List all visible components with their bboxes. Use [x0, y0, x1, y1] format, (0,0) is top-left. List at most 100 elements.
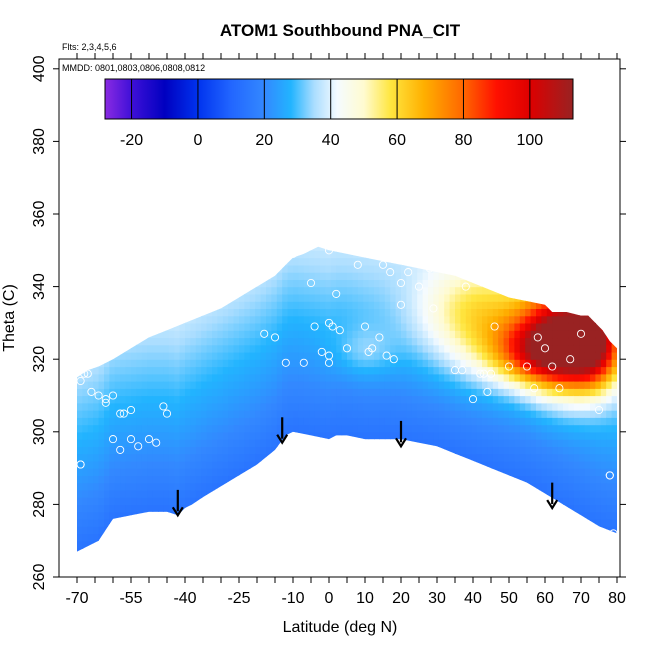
heatmap-cell	[287, 431, 294, 440]
heatmap-cell	[417, 264, 424, 273]
heatmap-cell	[109, 548, 116, 552]
heatmap-cell	[541, 424, 548, 433]
heatmap-cell	[379, 381, 386, 389]
heatmap-cell	[163, 548, 170, 552]
heatmap-cell	[266, 322, 272, 331]
heatmap-cell	[606, 504, 613, 513]
heatmap-cell	[287, 475, 294, 484]
heatmap-cell	[271, 424, 278, 433]
heatmap-cell	[374, 257, 380, 266]
heatmap-cell	[406, 526, 413, 535]
heatmap-cell	[422, 518, 429, 527]
heatmap-cell	[109, 373, 116, 382]
heatmap-cell	[309, 453, 316, 462]
heatmap-cell	[433, 526, 440, 535]
heatmap-cell	[87, 264, 94, 273]
heatmap-cell	[239, 293, 245, 302]
heatmap-cell	[498, 518, 505, 527]
heatmap-cell	[368, 518, 375, 527]
heatmap-cell	[330, 272, 337, 280]
heatmap-cell	[93, 315, 100, 324]
heatmap-cell	[276, 482, 283, 491]
heatmap-cell	[244, 526, 251, 535]
heatmap-cell	[433, 279, 440, 288]
heatmap-cell	[600, 337, 607, 346]
heatmap-cell	[303, 424, 310, 433]
heatmap-cell	[341, 511, 348, 520]
heatmap-cell	[185, 417, 191, 426]
heatmap-cell	[222, 475, 229, 484]
heatmap-cell	[244, 344, 251, 353]
heatmap-cell	[330, 489, 337, 498]
heatmap-cell	[422, 475, 429, 484]
heatmap-cell	[131, 388, 137, 397]
heatmap-cell	[384, 526, 391, 535]
heatmap-cell	[244, 286, 251, 295]
heatmap-cell	[492, 475, 499, 484]
heatmap-cell	[444, 431, 451, 440]
heatmap-cell	[444, 337, 451, 346]
heatmap-cell	[217, 402, 224, 411]
heatmap-cell	[487, 518, 494, 527]
heatmap-cell	[584, 446, 591, 455]
heatmap-cell	[222, 548, 229, 552]
heatmap-cell	[568, 431, 575, 440]
heatmap-cell	[347, 366, 353, 375]
heatmap-cell	[401, 511, 407, 520]
heatmap-cell	[584, 518, 591, 527]
heatmap-cell	[303, 381, 310, 389]
heatmap-cell	[498, 344, 505, 353]
heatmap-cell	[228, 489, 235, 498]
heatmap-cell	[503, 518, 510, 527]
heatmap-cell	[87, 460, 94, 469]
heatmap-cell	[368, 548, 375, 552]
heatmap-cell	[212, 236, 218, 244]
heatmap-cell	[579, 424, 586, 433]
heatmap-cell	[282, 540, 289, 549]
heatmap-cell	[492, 366, 499, 375]
heatmap-cell	[584, 410, 591, 418]
heatmap-cell	[557, 511, 564, 520]
heatmap-cell	[519, 322, 526, 331]
heatmap-cell	[287, 301, 294, 309]
heatmap-cell	[530, 468, 537, 476]
heatmap-cell	[476, 279, 483, 288]
heatmap-cell	[287, 351, 294, 360]
heatmap-cell	[444, 359, 451, 368]
heatmap-cell	[298, 272, 305, 280]
heatmap-cell	[190, 308, 197, 317]
heatmap-cell	[314, 431, 321, 440]
heatmap-cell	[136, 373, 143, 382]
heatmap-cell	[336, 540, 343, 549]
heatmap-cell	[276, 264, 283, 273]
heatmap-cell	[519, 264, 526, 273]
heatmap-cell	[546, 540, 553, 549]
observation-point	[126, 405, 136, 415]
heatmap-cell	[217, 301, 224, 309]
heatmap-cell	[212, 322, 218, 331]
heatmap-cell	[271, 279, 278, 288]
heatmap-cell	[104, 439, 110, 447]
heatmap-cell	[573, 337, 580, 346]
heatmap-cell	[492, 257, 499, 266]
heatmap-cell	[482, 344, 488, 353]
heatmap-cell	[530, 373, 537, 382]
heatmap-cell	[131, 257, 137, 266]
heatmap-cell	[158, 482, 164, 491]
heatmap-cell	[347, 439, 353, 447]
heatmap-cell	[379, 489, 386, 498]
heatmap-cell	[611, 250, 617, 259]
heatmap-cell	[320, 395, 326, 404]
heatmap-cell	[293, 439, 299, 447]
heatmap-cell	[266, 453, 272, 462]
heatmap-cell	[82, 257, 89, 266]
heatmap-cell	[465, 417, 472, 426]
heatmap-cell	[530, 453, 537, 462]
heatmap-cell	[255, 293, 262, 302]
heatmap-cell	[417, 330, 424, 339]
heatmap-cell	[412, 555, 418, 563]
heatmap-cell	[87, 359, 94, 368]
heatmap-cell	[600, 257, 607, 266]
heatmap-cell	[379, 308, 386, 317]
heatmap-cell	[595, 373, 602, 382]
